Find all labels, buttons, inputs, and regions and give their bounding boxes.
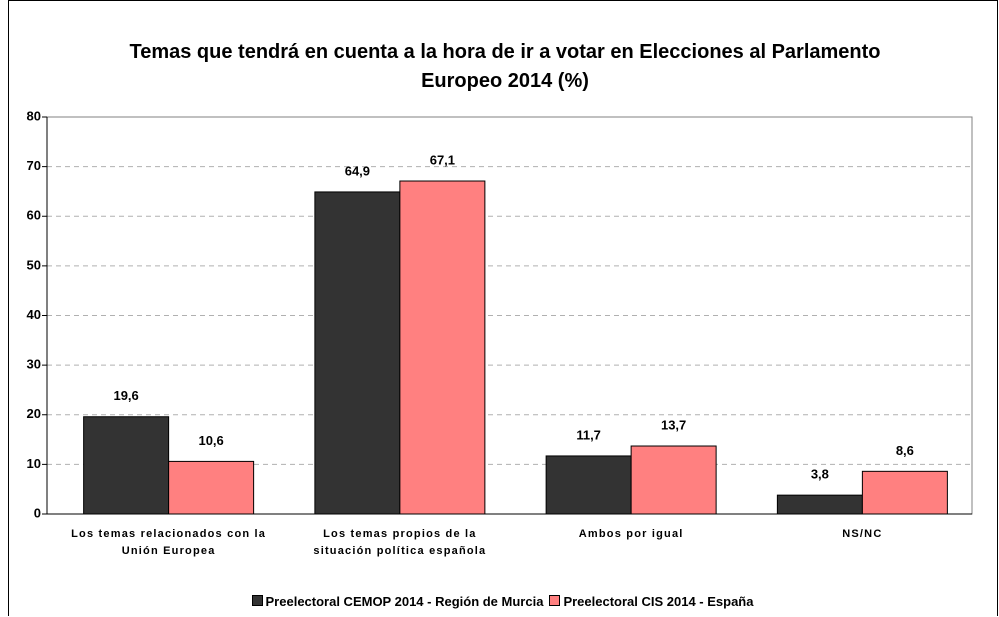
y-tick-label: 10	[27, 456, 41, 471]
y-tick-label: 20	[27, 406, 41, 421]
bar	[399, 180, 486, 515]
x-tick-label: Ambos por igual	[578, 528, 684, 540]
bar	[776, 494, 863, 515]
y-tick-label: 80	[27, 108, 41, 123]
legend-label: Preelectoral CEMOP 2014 - Región de Murc…	[265, 594, 544, 609]
x-tick-label: NS/NC	[842, 528, 883, 540]
bar	[83, 416, 170, 515]
value-label: 67,1	[430, 152, 455, 167]
chart-frame	[8, 0, 998, 616]
bar	[168, 460, 255, 515]
value-label: 19,6	[113, 388, 138, 403]
value-label: 8,6	[896, 443, 914, 458]
value-label: 11,7	[576, 427, 601, 442]
value-label: 3,8	[811, 467, 829, 482]
value-label: 10,6	[198, 433, 223, 448]
legend-label: Preelectoral CIS 2014 - España	[563, 594, 754, 609]
value-label: 13,7	[661, 417, 686, 432]
chart-title: Temas que tendrá en cuenta a la hora de …	[129, 41, 881, 92]
bar	[630, 445, 717, 515]
x-tick-label: Los temas propios de la situación políti…	[313, 528, 487, 557]
legend-swatch	[251, 595, 263, 606]
value-label: 64,9	[345, 163, 370, 178]
x-tick-label: Los temas relacionados con la Unión Euro…	[71, 528, 267, 557]
y-tick-label: 50	[27, 257, 41, 272]
bar	[545, 455, 632, 515]
bar	[314, 191, 401, 515]
y-tick-label: 40	[27, 307, 41, 322]
y-tick-label: 60	[27, 208, 41, 223]
y-tick-label: 30	[27, 357, 41, 372]
y-tick-label: 0	[34, 505, 41, 520]
y-tick-label: 70	[27, 158, 41, 173]
legend-swatch	[549, 595, 561, 606]
bar	[861, 470, 948, 515]
legend: Preelectoral CEMOP 2014 - Región de Murc…	[0, 594, 999, 609]
